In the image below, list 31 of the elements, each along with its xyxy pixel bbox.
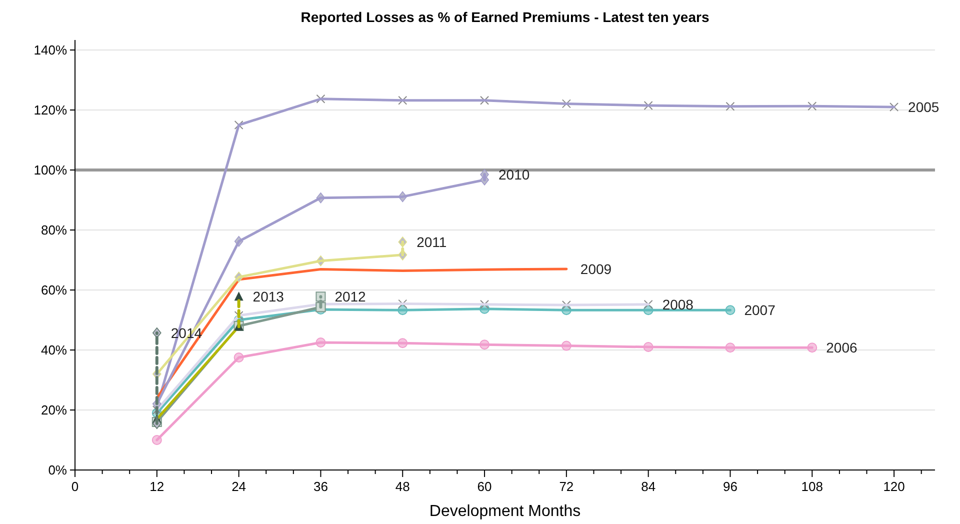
series-label: 2007 xyxy=(744,302,776,318)
x-tick-label: 96 xyxy=(723,479,738,494)
y-tick-label: 80% xyxy=(40,222,68,238)
y-tick-label: 100% xyxy=(34,162,68,178)
x-tick-label: 120 xyxy=(883,479,905,494)
series-label: 2009 xyxy=(580,261,612,277)
y-tick-label: 0% xyxy=(48,462,68,478)
series-label: 2012 xyxy=(334,288,366,305)
x-tick-label: 24 xyxy=(232,479,246,494)
x-axis-title: Development Months xyxy=(429,503,581,520)
chart-title: Reported Losses as % of Earned Premiums - Latest ten years xyxy=(300,9,710,25)
y-tick-label: 60% xyxy=(40,282,68,298)
y-tick-label: 40% xyxy=(40,342,68,358)
x-tick-label: 36 xyxy=(313,479,328,494)
y-tick-label: 140% xyxy=(34,42,68,58)
x-tick-label: 84 xyxy=(641,479,656,494)
x-tick-label: 48 xyxy=(395,479,410,494)
x-tick-label: 60 xyxy=(477,479,492,494)
x-tick-label: 12 xyxy=(150,479,164,494)
series-label: 2005 xyxy=(908,99,940,115)
y-tick-label: 120% xyxy=(34,102,68,118)
x-tick-label: 108 xyxy=(801,479,823,494)
series-label: 2011 xyxy=(416,234,447,250)
y-tick-label: 20% xyxy=(40,402,68,418)
series-label: 2010 xyxy=(498,166,530,182)
series-label: 2013 xyxy=(252,288,284,305)
x-tick-label: 0 xyxy=(71,479,79,494)
series-label: 2014 xyxy=(170,324,202,341)
x-tick-label: 72 xyxy=(559,479,574,494)
series-label: 2008 xyxy=(662,296,694,312)
series-label: 2006 xyxy=(826,340,858,356)
